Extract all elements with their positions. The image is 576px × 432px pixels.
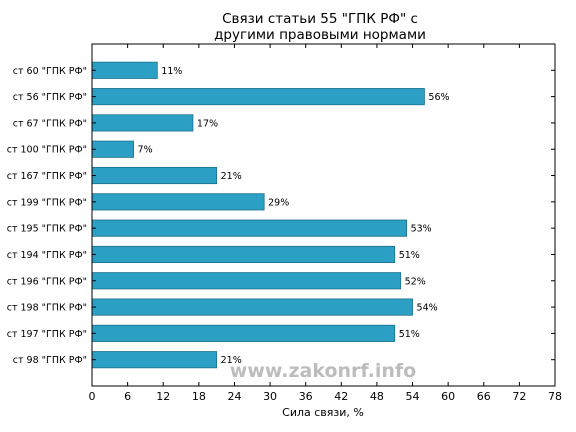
value-label: 53%	[411, 224, 432, 235]
value-label: 56%	[428, 92, 449, 103]
chart-title-line-1: Связи статьи 55 "ГПК РФ" с	[222, 11, 418, 27]
value-label: 21%	[221, 171, 242, 182]
chart-title-line-2: другими правовыми нормами	[214, 27, 426, 43]
x-tick-label: 30	[263, 390, 277, 403]
x-axis-label: Сила связи, %	[282, 406, 364, 419]
category-label: ст 98 "ГПК РФ"	[13, 355, 87, 366]
x-tick-label: 18	[192, 390, 206, 403]
bar	[91, 219, 408, 237]
value-label: 7%	[138, 145, 153, 156]
value-label: 52%	[405, 276, 426, 287]
bar	[91, 61, 158, 79]
category-label: ст 199 "ГПК РФ"	[7, 197, 87, 208]
plot-frame	[91, 43, 556, 387]
x-tick-label: 60	[441, 390, 455, 403]
bar	[91, 193, 265, 211]
bar	[91, 272, 402, 290]
category-label: ст 56 "ГПК РФ"	[13, 92, 87, 103]
value-label: 17%	[197, 118, 218, 129]
x-tick-label: 66	[477, 390, 491, 403]
category-label: ст 197 "ГПК РФ"	[7, 329, 87, 340]
category-label: ст 194 "ГПК РФ"	[7, 250, 87, 261]
category-label: ст 198 "ГПК РФ"	[7, 303, 87, 314]
category-label: ст 167 "ГПК РФ"	[7, 171, 87, 182]
value-label: 51%	[399, 329, 420, 340]
x-tick-label: 36	[299, 390, 313, 403]
value-label: 11%	[161, 66, 182, 77]
bar	[91, 88, 425, 106]
x-tick-label: 0	[89, 390, 96, 403]
x-tick-label: 78	[548, 390, 562, 403]
x-tick-label: 54	[406, 390, 420, 403]
x-tick-label: 12	[156, 390, 170, 403]
bar	[91, 166, 218, 185]
value-label: 21%	[221, 355, 242, 366]
category-label: ст 60 "ГПК РФ"	[13, 66, 87, 77]
x-tick-label: 42	[334, 390, 348, 403]
category-label: ст 195 "ГПК РФ"	[7, 224, 87, 235]
value-label: 54%	[417, 303, 438, 314]
bar	[91, 245, 396, 264]
x-tick-label: 72	[512, 390, 526, 403]
category-label: ст 67 "ГПК РФ"	[13, 118, 87, 129]
value-label: 29%	[268, 197, 289, 208]
value-label: 51%	[399, 250, 420, 261]
category-label: ст 196 "ГПК РФ"	[7, 276, 87, 287]
bar	[91, 324, 396, 342]
bar	[91, 114, 194, 132]
x-tick-label: 6	[124, 390, 131, 403]
bar	[91, 351, 218, 369]
x-tick-label: 48	[370, 390, 384, 403]
bar	[91, 298, 413, 316]
category-label: ст 100 "ГПК РФ"	[7, 145, 87, 156]
x-tick-label: 24	[227, 390, 241, 403]
watermark: www.zakonrf.info	[230, 360, 416, 382]
bar	[91, 140, 134, 158]
